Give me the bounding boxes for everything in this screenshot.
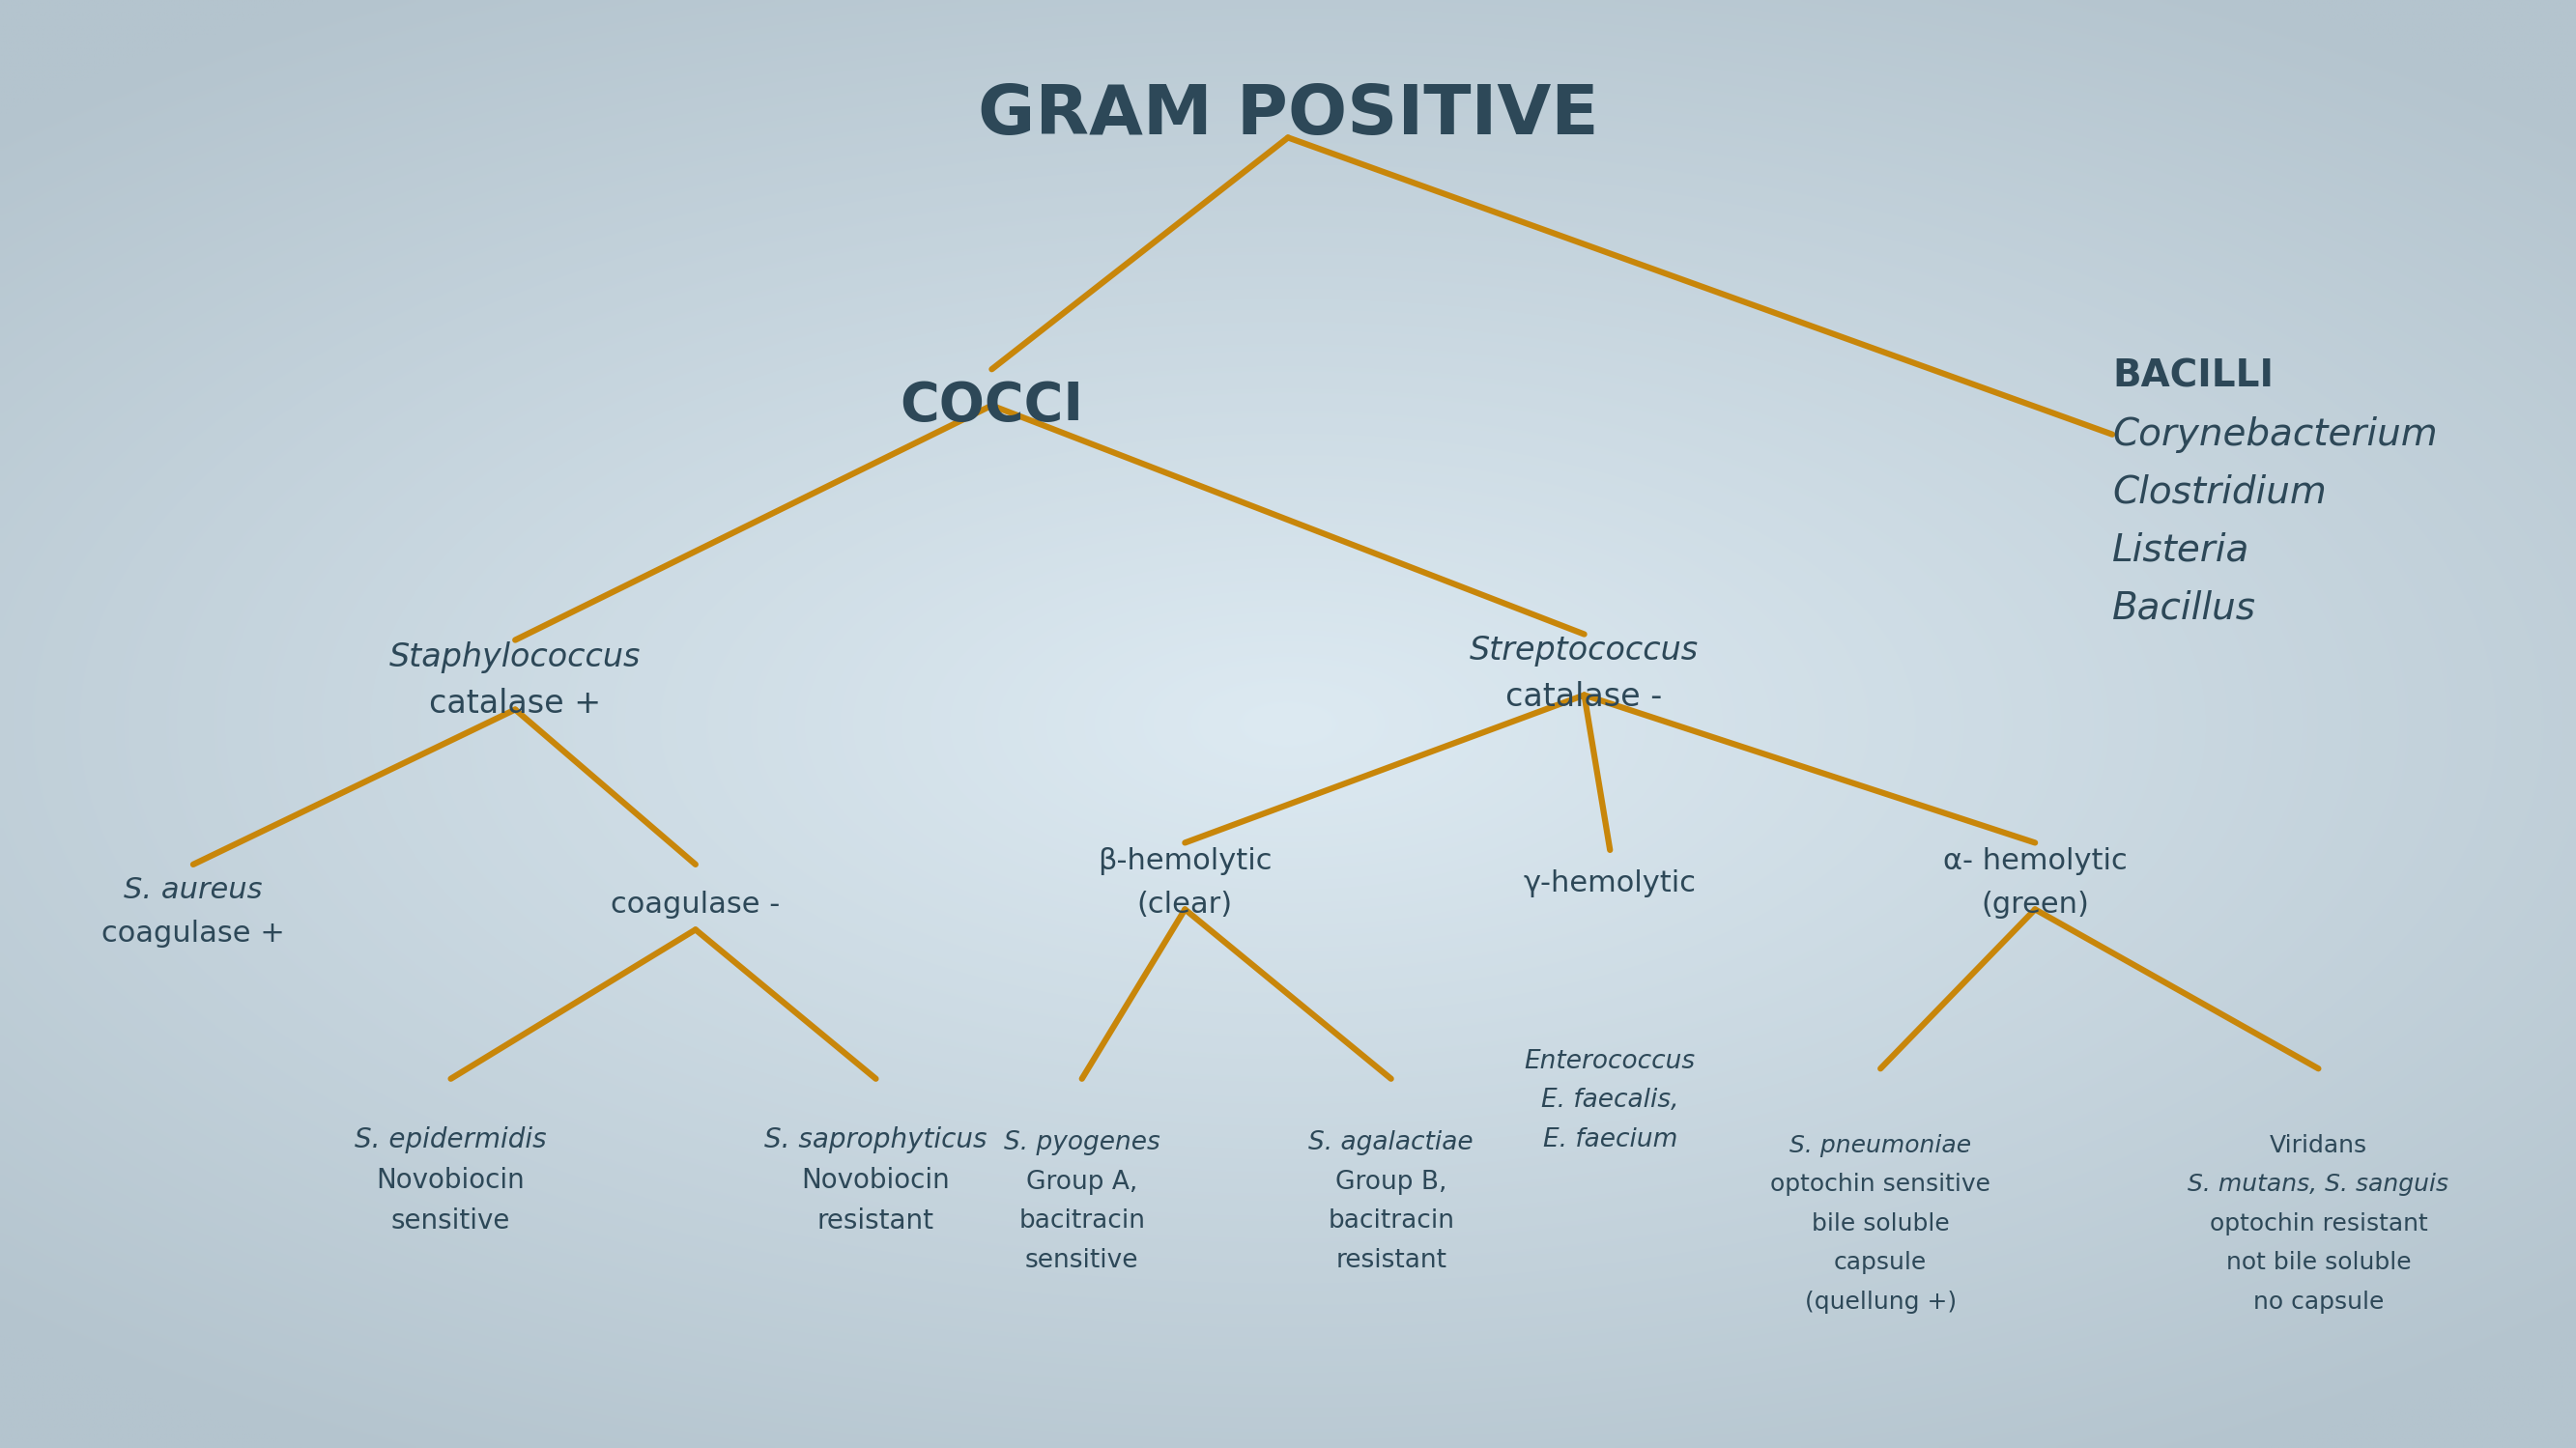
Text: Group A,: Group A, bbox=[1025, 1170, 1139, 1195]
Text: catalase -: catalase - bbox=[1507, 681, 1662, 712]
Text: coagulase -: coagulase - bbox=[611, 891, 781, 919]
Text: Corynebacterium: Corynebacterium bbox=[2112, 416, 2437, 453]
Text: optochin sensitive: optochin sensitive bbox=[1770, 1173, 1991, 1196]
Text: (green): (green) bbox=[1981, 891, 2089, 919]
Text: E. faecalis,: E. faecalis, bbox=[1540, 1087, 1680, 1114]
Text: bacitracin: bacitracin bbox=[1018, 1209, 1146, 1234]
Text: sensitive: sensitive bbox=[392, 1208, 510, 1234]
Text: γ-hemolytic: γ-hemolytic bbox=[1522, 869, 1698, 898]
Text: Novobiocin: Novobiocin bbox=[376, 1167, 526, 1193]
Text: E. faecium: E. faecium bbox=[1543, 1127, 1677, 1153]
Text: Enterococcus: Enterococcus bbox=[1525, 1048, 1695, 1074]
Text: β-hemolytic: β-hemolytic bbox=[1097, 847, 1273, 876]
Text: S. agalactiae: S. agalactiae bbox=[1309, 1131, 1473, 1156]
Text: Viridans: Viridans bbox=[2269, 1134, 2367, 1157]
Text: S. pneumoniae: S. pneumoniae bbox=[1790, 1134, 1971, 1157]
Text: sensitive: sensitive bbox=[1025, 1248, 1139, 1273]
Text: COCCI: COCCI bbox=[899, 379, 1084, 432]
Text: Group B,: Group B, bbox=[1334, 1170, 1448, 1195]
Text: bacitracin: bacitracin bbox=[1327, 1209, 1455, 1234]
Text: Listeria: Listeria bbox=[2112, 531, 2249, 569]
Text: resistant: resistant bbox=[817, 1208, 935, 1234]
Text: Clostridium: Clostridium bbox=[2112, 473, 2326, 511]
Text: (quellung +): (quellung +) bbox=[1806, 1290, 1955, 1313]
Text: Staphylococcus: Staphylococcus bbox=[389, 641, 641, 673]
Text: no capsule: no capsule bbox=[2254, 1290, 2383, 1313]
Text: resistant: resistant bbox=[1334, 1248, 1448, 1273]
Text: not bile soluble: not bile soluble bbox=[2226, 1251, 2411, 1274]
Text: catalase +: catalase + bbox=[430, 688, 600, 720]
Text: bile soluble: bile soluble bbox=[1811, 1212, 1950, 1235]
Text: S. epidermidis: S. epidermidis bbox=[355, 1127, 546, 1153]
Text: S. aureus: S. aureus bbox=[124, 876, 263, 905]
Text: α- hemolytic: α- hemolytic bbox=[1942, 847, 2128, 876]
Text: GRAM POSITIVE: GRAM POSITIVE bbox=[976, 83, 1600, 149]
Text: S. pyogenes: S. pyogenes bbox=[1005, 1131, 1159, 1156]
Text: coagulase +: coagulase + bbox=[100, 919, 286, 948]
Text: BACILLI: BACILLI bbox=[2112, 358, 2275, 395]
Text: (clear): (clear) bbox=[1136, 891, 1234, 919]
Text: S. saprophyticus: S. saprophyticus bbox=[765, 1127, 987, 1153]
Text: optochin resistant: optochin resistant bbox=[2210, 1212, 2427, 1235]
Text: capsule: capsule bbox=[1834, 1251, 1927, 1274]
Text: Bacillus: Bacillus bbox=[2112, 589, 2257, 627]
Text: S. mutans, S. sanguis: S. mutans, S. sanguis bbox=[2187, 1173, 2450, 1196]
Text: Streptococcus: Streptococcus bbox=[1471, 634, 1698, 666]
Text: Novobiocin: Novobiocin bbox=[801, 1167, 951, 1193]
